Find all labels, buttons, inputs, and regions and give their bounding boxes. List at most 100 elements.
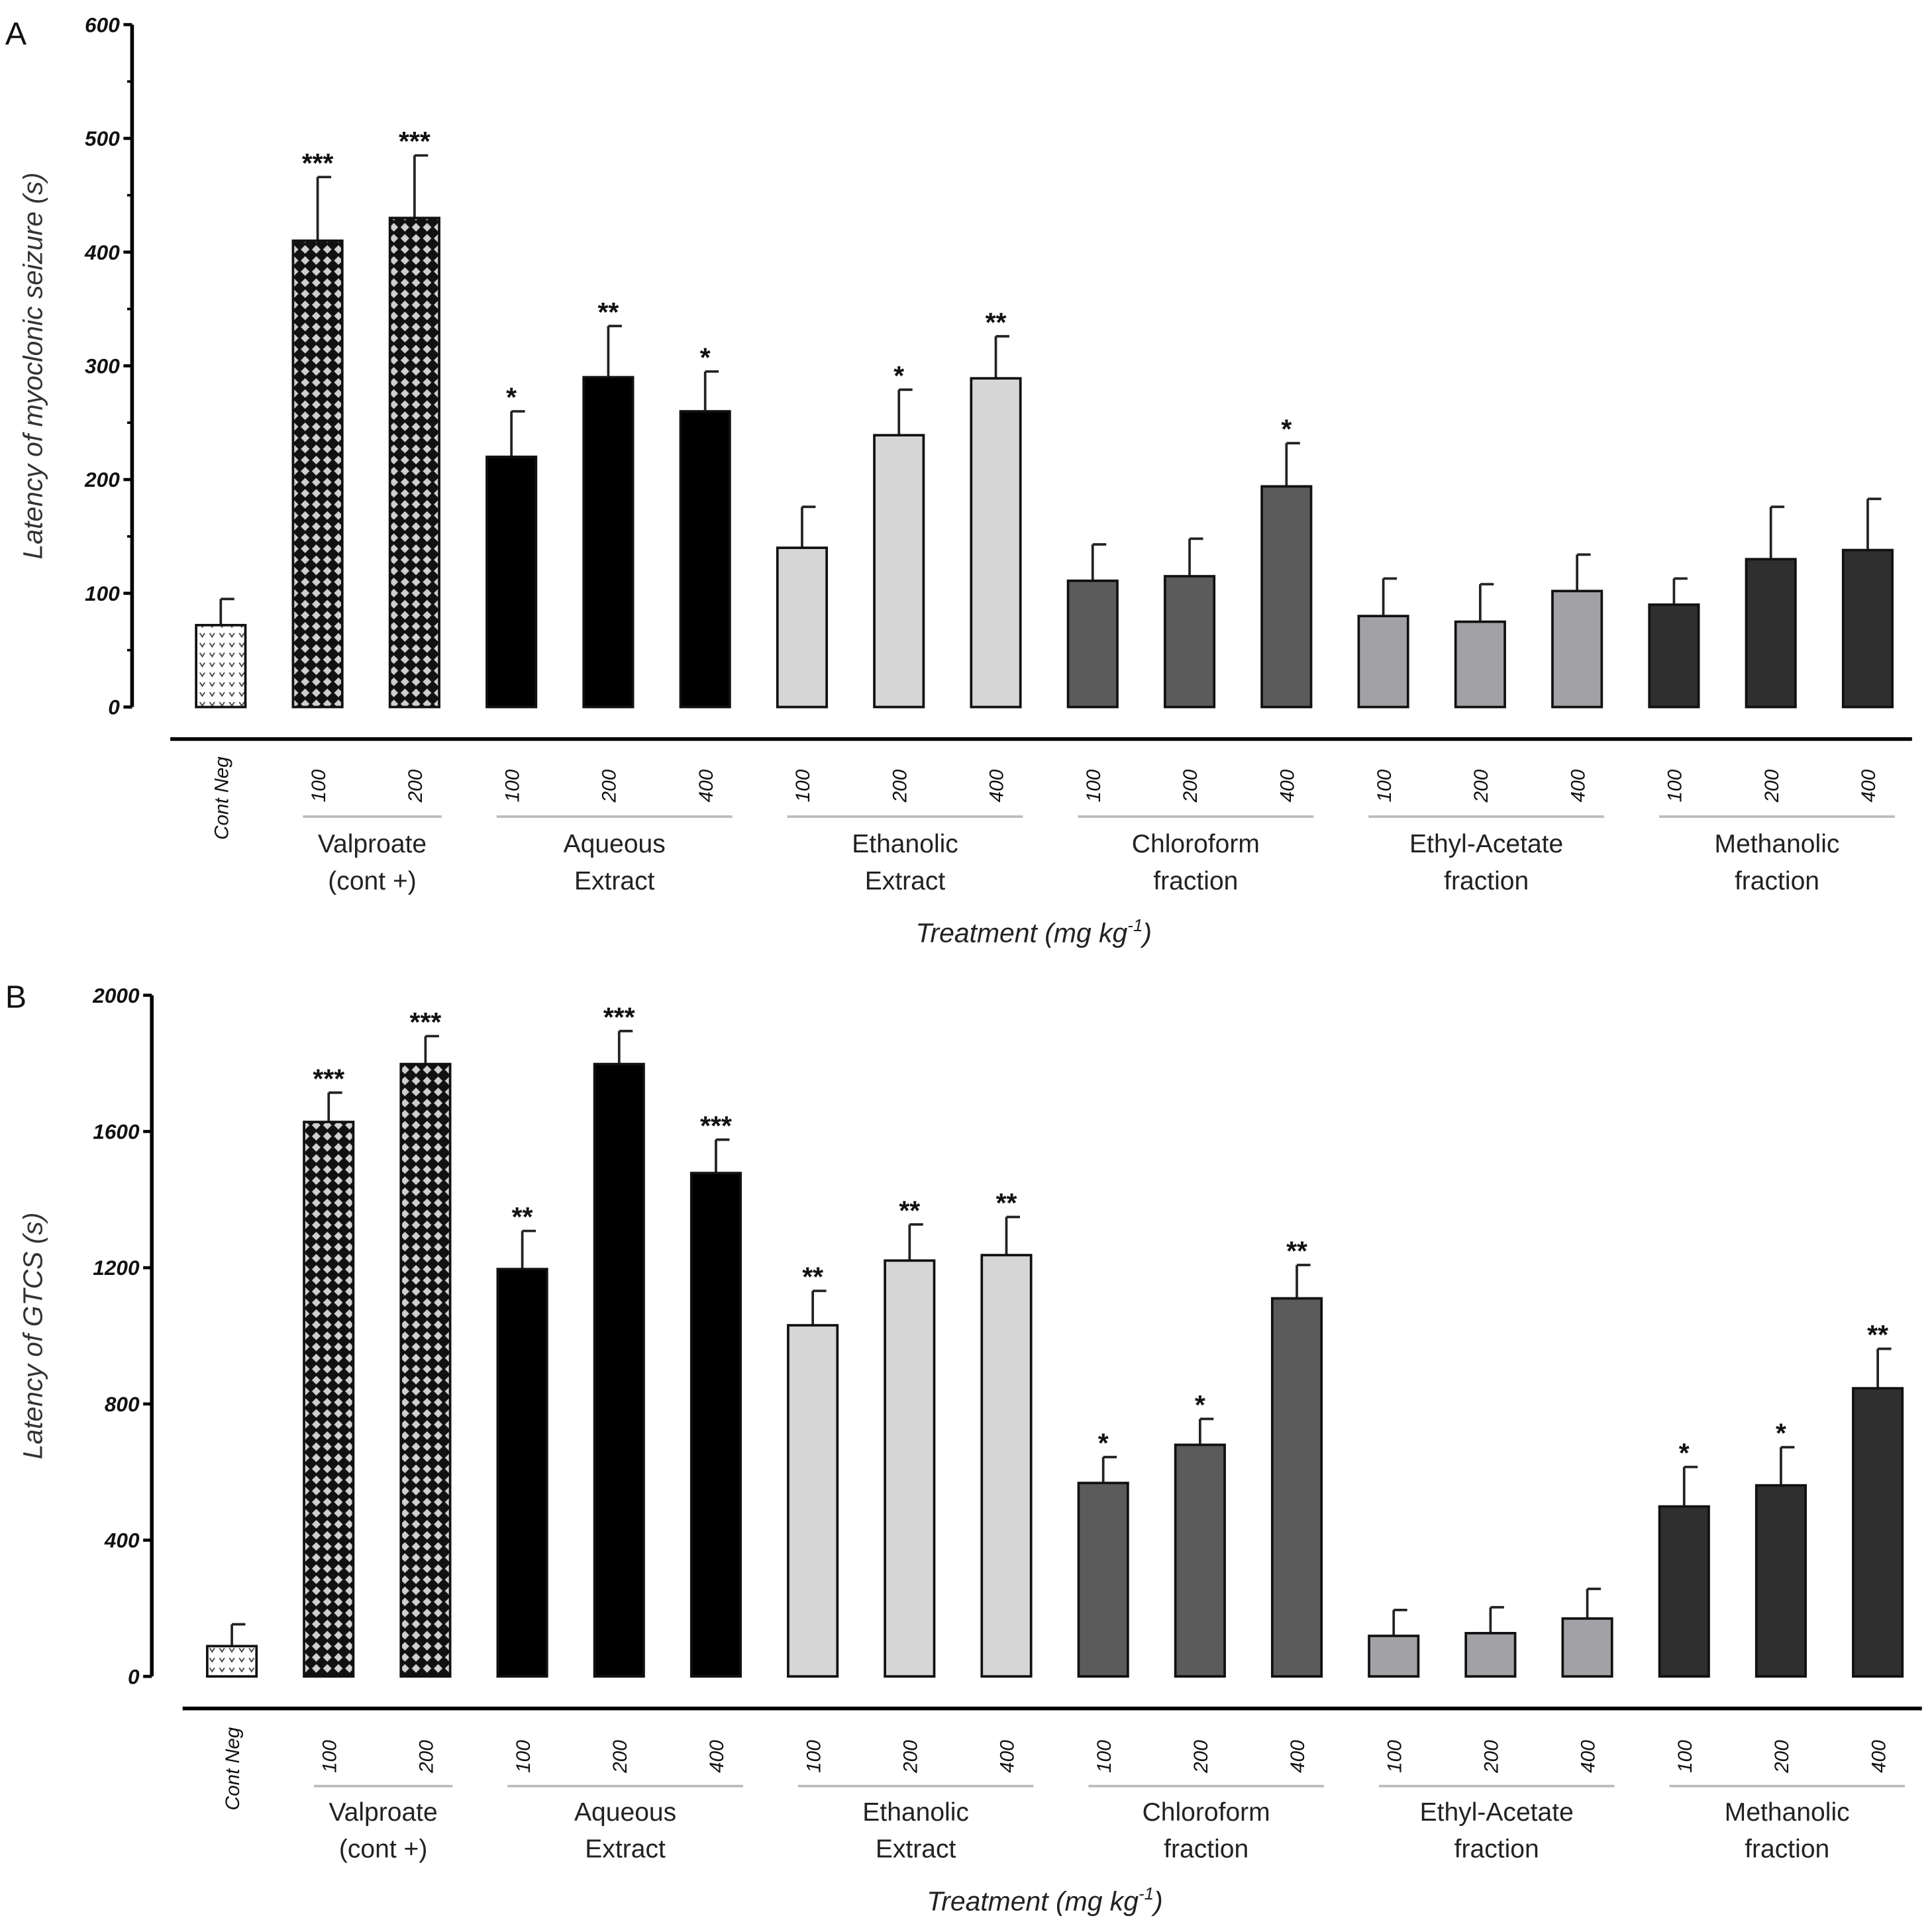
x-tick-label: 100 xyxy=(1674,1740,1696,1773)
bar xyxy=(291,239,344,709)
x-tick-label: 200 xyxy=(1190,1740,1212,1774)
bar xyxy=(303,1121,355,1678)
group-label-line2: fraction xyxy=(1444,867,1529,895)
significance-label: *** xyxy=(399,126,431,156)
panel-label: B xyxy=(5,979,26,1015)
bar xyxy=(1648,603,1700,709)
x-axis-label-main: Treatment (mg kg xyxy=(927,1886,1139,1917)
y-tick-label: 300 xyxy=(85,354,120,378)
group-label: Ethyl-Acetate xyxy=(1409,830,1563,858)
x-axis-label-end: ) xyxy=(1151,1886,1163,1917)
x-tick-label: 400 xyxy=(997,1740,1019,1773)
group-label-line2: Extract xyxy=(865,867,946,895)
significance-label: * xyxy=(506,382,517,413)
x-axis-label-superscript: -1 xyxy=(1127,915,1143,935)
group-label: Chloroform xyxy=(1132,830,1260,858)
y-axis-label: Latency of myoclonic seizure (s) xyxy=(18,172,48,559)
y-tick-label: 200 xyxy=(84,468,120,491)
x-tick-label: 200 xyxy=(405,769,427,803)
group-label-line2: Extract xyxy=(574,867,655,895)
x-tick-label: 100 xyxy=(1384,1740,1405,1773)
x-tick-label: Cont Neg xyxy=(222,1727,244,1810)
group-label-line2: fraction xyxy=(1735,867,1819,895)
x-tick-label: 400 xyxy=(986,769,1008,802)
significance-label: * xyxy=(1281,414,1292,444)
group-label: Methanolic xyxy=(1715,830,1840,858)
x-tick-label: 200 xyxy=(1180,769,1201,803)
panel-label: A xyxy=(5,16,27,52)
group-label-line2: Extract xyxy=(876,1835,956,1864)
x-tick-label: 100 xyxy=(319,1740,340,1773)
significance-label: ** xyxy=(1867,1319,1888,1350)
bar xyxy=(1658,1505,1710,1678)
x-tick-label: 400 xyxy=(1287,1740,1309,1773)
bar xyxy=(873,434,925,709)
bar xyxy=(399,1062,452,1678)
group-label-line2: (cont +) xyxy=(328,867,416,895)
group-label-line2: fraction xyxy=(1454,1835,1539,1864)
group-label-line2: fraction xyxy=(1164,1835,1248,1864)
group-label-line2: (cont +) xyxy=(339,1835,427,1864)
group-label: Ethanolic xyxy=(862,1798,969,1827)
y-tick-label: 400 xyxy=(84,240,120,264)
x-tick-label: 200 xyxy=(609,1740,631,1774)
y-tick-label: 800 xyxy=(105,1392,140,1416)
x-tick-label: 400 xyxy=(1858,769,1880,802)
x-tick-label: 200 xyxy=(1761,769,1783,803)
x-tick-label: 100 xyxy=(803,1740,825,1773)
x-tick-label: 100 xyxy=(513,1740,534,1773)
x-tick-label: 400 xyxy=(1276,769,1298,802)
y-tick-label: 0 xyxy=(108,695,120,719)
significance-label: ** xyxy=(996,1188,1017,1218)
group-label: Valproate xyxy=(329,1798,437,1827)
significance-label: * xyxy=(1776,1418,1786,1448)
bar xyxy=(206,1645,258,1678)
bar xyxy=(593,1062,645,1678)
significance-label: ** xyxy=(986,307,1007,337)
significance-label: ** xyxy=(1286,1236,1307,1266)
bar xyxy=(1163,575,1216,709)
bar xyxy=(582,376,635,709)
y-tick-label: 1600 xyxy=(93,1120,140,1144)
bar xyxy=(970,377,1022,709)
significance-label: ** xyxy=(899,1195,920,1225)
group-label: Ethanolic xyxy=(852,830,958,858)
bar xyxy=(1745,558,1797,709)
x-tick-label: 200 xyxy=(889,769,911,803)
significance-label: * xyxy=(1679,1437,1690,1468)
bar xyxy=(1174,1443,1226,1678)
significance-label: *** xyxy=(603,1001,635,1032)
group-label: Aqueous xyxy=(574,1798,676,1827)
bar xyxy=(1368,1635,1420,1678)
x-tick-label: 100 xyxy=(501,769,523,802)
bar xyxy=(388,217,440,709)
group-label: Chloroform xyxy=(1143,1798,1270,1827)
bar xyxy=(1270,1297,1323,1678)
bar xyxy=(195,624,247,709)
bar xyxy=(1357,615,1409,709)
x-tick-label: 200 xyxy=(1481,1740,1503,1774)
x-tick-label: 100 xyxy=(1664,769,1686,802)
bar xyxy=(980,1254,1033,1678)
x-tick-label: 200 xyxy=(1771,1740,1793,1774)
group-label-line2: fraction xyxy=(1745,1835,1829,1864)
x-tick-label: 100 xyxy=(308,769,330,802)
y-axis-label: Latency of GTCS (s) xyxy=(18,1213,48,1460)
bar xyxy=(1551,589,1603,709)
bar xyxy=(1852,1387,1904,1678)
significance-label: * xyxy=(1098,1428,1109,1458)
significance-label: ** xyxy=(802,1262,823,1292)
panel-b: B 0 400 800 1200 1600 2000 Latency of GTCS (s) C… xyxy=(5,979,1922,1917)
bar xyxy=(496,1268,548,1678)
bar xyxy=(1066,580,1119,709)
group-label-line2: fraction xyxy=(1153,867,1238,895)
x-tick-label: 200 xyxy=(1470,769,1492,803)
x-tick-label: 400 xyxy=(706,1740,728,1773)
bar xyxy=(485,455,538,709)
x-tick-label: 200 xyxy=(599,769,621,803)
x-tick-label: 400 xyxy=(695,769,717,802)
y-tick-label: 600 xyxy=(85,13,120,36)
bar xyxy=(679,410,731,709)
x-tick-label: 400 xyxy=(1567,769,1589,802)
significance-label: *** xyxy=(302,148,334,178)
